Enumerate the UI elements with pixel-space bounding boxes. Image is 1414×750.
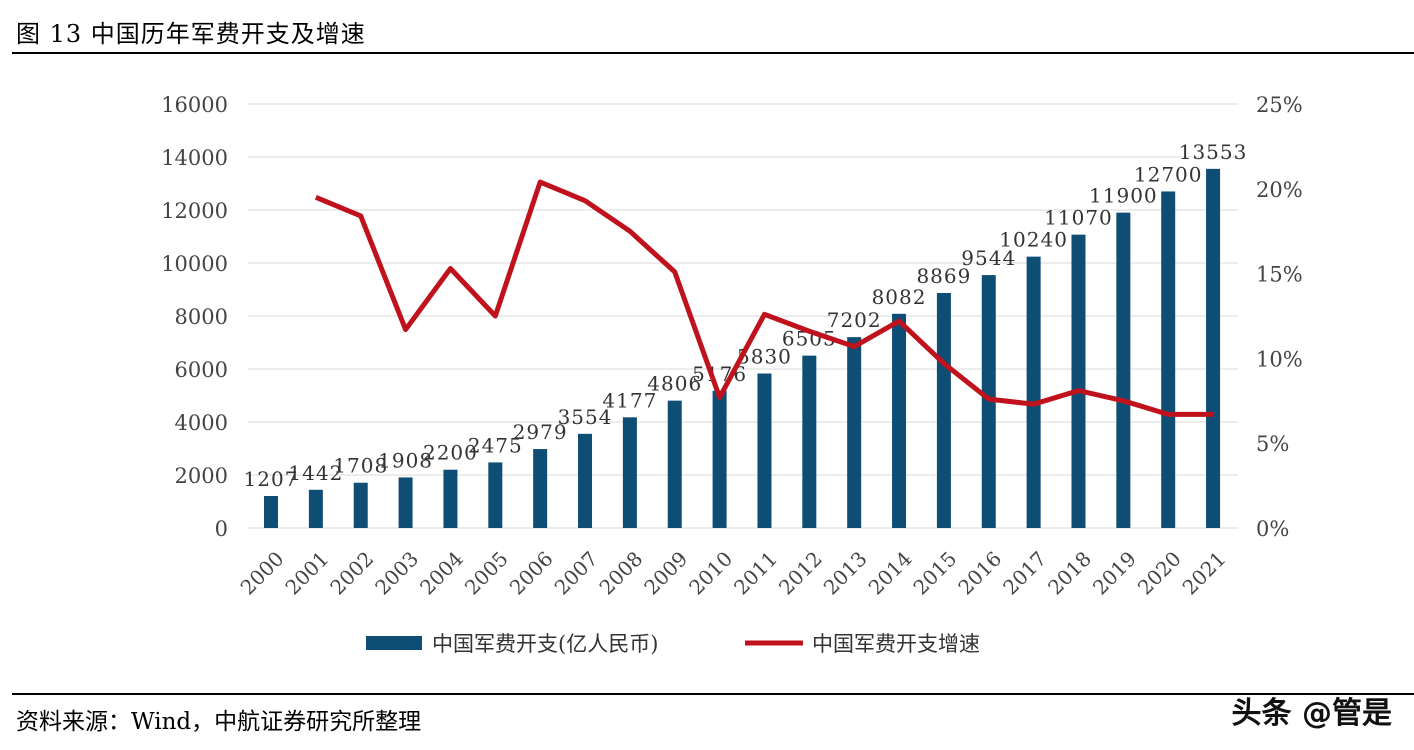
x-tick-label: 2011 — [729, 547, 782, 600]
bar — [1116, 212, 1131, 528]
bar-data-label: 1708 — [333, 454, 388, 478]
x-tick-label: 2016 — [953, 547, 1006, 600]
x-tick-label: 2013 — [819, 547, 872, 600]
bar — [488, 462, 503, 528]
bar-data-label: 8869 — [916, 264, 971, 288]
right-tick-label: 15% — [1256, 263, 1303, 287]
right-tick-label: 0% — [1256, 517, 1289, 541]
x-tick-label: 2005 — [460, 547, 513, 600]
bar-data-label: 8082 — [872, 285, 927, 309]
legend-bar-swatch — [366, 636, 422, 650]
x-tick-label: 2000 — [236, 547, 289, 600]
left-tick-label: 12000 — [161, 199, 228, 223]
bar — [936, 292, 951, 528]
x-tick-label: 2020 — [1133, 547, 1186, 600]
left-tick-label: 0 — [215, 517, 228, 541]
left-tick-label: 2000 — [175, 464, 228, 488]
bar-data-label: 1442 — [288, 461, 343, 485]
right-tick-label: 10% — [1256, 347, 1303, 371]
x-tick-label: 2017 — [998, 547, 1051, 600]
bar-data-label: 1908 — [378, 448, 433, 472]
bar-data-label: 1207 — [244, 467, 299, 491]
bar-data-label: 12700 — [1134, 162, 1203, 186]
x-tick-label: 2006 — [505, 547, 558, 600]
x-tick-label: 2002 — [325, 547, 378, 600]
bar — [1026, 256, 1041, 528]
bar-data-label: 9544 — [961, 246, 1016, 270]
x-tick-label: 2014 — [864, 547, 917, 600]
x-tick-label: 2015 — [908, 547, 961, 600]
bar — [847, 337, 862, 528]
right-tick-label: 5% — [1256, 432, 1289, 456]
bar-data-label: 2979 — [513, 420, 568, 444]
bar — [1206, 168, 1221, 528]
bar-data-label: 4177 — [602, 388, 657, 412]
bar — [578, 433, 593, 528]
x-tick-label: 2003 — [370, 547, 423, 600]
bar-data-label: 2200 — [423, 441, 478, 465]
left-tick-label: 6000 — [175, 358, 228, 382]
bar — [667, 400, 682, 528]
bar-data-label: 13553 — [1179, 140, 1248, 164]
legend-bar-label: 中国军费开支(亿人民币) — [432, 632, 658, 656]
bar — [757, 373, 772, 528]
bar — [353, 482, 368, 528]
bar-data-label: 4806 — [647, 372, 702, 396]
right-tick-label: 20% — [1256, 178, 1303, 202]
bar-data-label: 10240 — [999, 228, 1068, 252]
chart: 0 2000 4000 6000 8000 10000 12000 14000 16000 0% 5… — [161, 93, 1303, 656]
x-tick-label: 2009 — [639, 547, 692, 600]
bar — [308, 489, 323, 528]
x-tick-label: 2012 — [774, 547, 827, 600]
chart-title: 图 13 中国历年军费开支及增速 — [16, 20, 366, 48]
x-tick-label: 2001 — [280, 547, 333, 600]
bar-data-label: 11900 — [1089, 184, 1158, 208]
bar — [712, 390, 727, 528]
bar — [398, 477, 413, 528]
x-tick-label: 2021 — [1178, 547, 1231, 600]
bar — [1071, 234, 1086, 528]
left-tick-label: 14000 — [161, 146, 228, 170]
x-tick-label: 2010 — [684, 547, 737, 600]
x-tick-label: 2018 — [1043, 547, 1096, 600]
bar-data-label: 11070 — [1044, 206, 1113, 230]
bar-data-label: 2475 — [468, 433, 523, 457]
left-tick-label: 8000 — [175, 305, 228, 329]
left-tick-label: 10000 — [161, 252, 228, 276]
x-tick-label: 2008 — [594, 547, 647, 600]
left-tick-label: 16000 — [161, 93, 228, 117]
bar — [892, 313, 907, 528]
x-tick-label: 2004 — [415, 547, 468, 600]
bar — [1161, 191, 1176, 528]
x-tick-label: 2007 — [550, 547, 603, 600]
top-rule — [12, 52, 1414, 54]
bottom-rule — [12, 693, 1414, 695]
bar-data-label: 3554 — [558, 405, 613, 429]
bar — [802, 355, 817, 528]
bar — [533, 449, 548, 528]
right-tick-label: 25% — [1256, 93, 1303, 117]
left-tick-label: 4000 — [175, 411, 228, 435]
watermark: 头条 @管是 — [1231, 696, 1392, 731]
legend-line-label: 中国军费开支增速 — [812, 632, 980, 656]
bar — [264, 496, 278, 528]
bar — [443, 469, 458, 528]
bar-data-label: 7202 — [827, 308, 882, 332]
bar — [622, 417, 637, 528]
x-tick-label: 2019 — [1088, 547, 1141, 600]
source-note: 资料来源：Wind，中航证券研究所整理 — [16, 709, 422, 735]
